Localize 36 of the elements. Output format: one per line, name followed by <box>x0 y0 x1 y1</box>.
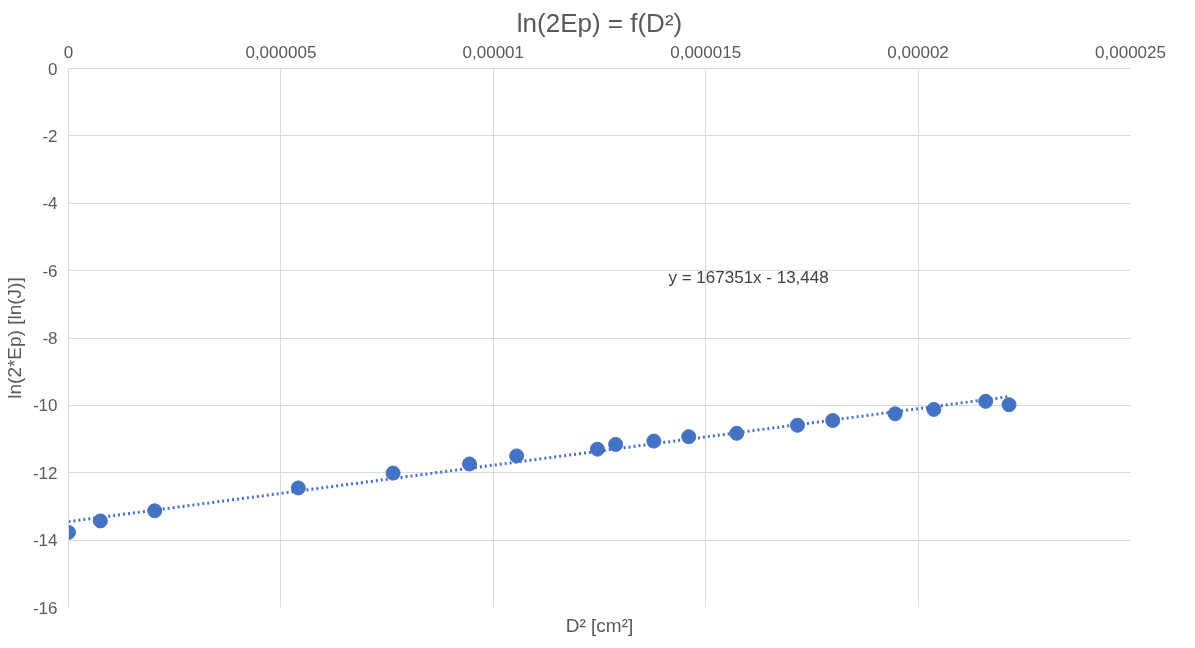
point <box>385 465 401 481</box>
x-tick-label: 0,000015 <box>670 42 742 62</box>
y-axis-title: ln(2*Ep) [ln(J)] <box>3 277 25 399</box>
chart-title: ln(2Ep) = f(D²) <box>516 7 683 38</box>
point <box>509 448 525 464</box>
y-tick-label: -8 <box>42 329 58 348</box>
annotation: y = 167351x - 13,448 <box>668 268 829 287</box>
point <box>290 480 306 496</box>
point <box>147 503 163 519</box>
point <box>978 393 994 409</box>
point <box>926 401 942 417</box>
x-tick-label: 0 <box>63 42 74 62</box>
point <box>608 436 624 452</box>
x-tick-label: 0,000005 <box>245 42 317 62</box>
y-tick-label: -4 <box>42 194 58 214</box>
y-tick-label: 0 <box>48 59 58 79</box>
y-tick-label: -14 <box>32 531 58 551</box>
point <box>92 513 108 529</box>
x-tick-label: 0,000025 <box>1095 42 1166 62</box>
x-tick-label: 0,00002 <box>887 42 949 62</box>
x-tick-label: 0,00001 <box>462 42 525 62</box>
point <box>589 441 605 457</box>
point <box>646 433 662 449</box>
point <box>462 456 478 472</box>
point <box>825 413 841 429</box>
point <box>789 417 805 433</box>
y-tick-label: -6 <box>42 261 58 281</box>
point <box>729 425 745 441</box>
y-tick-label: -12 <box>32 463 58 483</box>
point <box>1001 397 1017 413</box>
y-tick-label: -16 <box>32 598 58 618</box>
x-axis-title: D² [cm²] <box>565 614 634 636</box>
y-tick-label: -10 <box>32 396 58 416</box>
point <box>887 406 903 422</box>
point <box>681 429 697 445</box>
y-tick-label: -2 <box>42 126 58 146</box>
